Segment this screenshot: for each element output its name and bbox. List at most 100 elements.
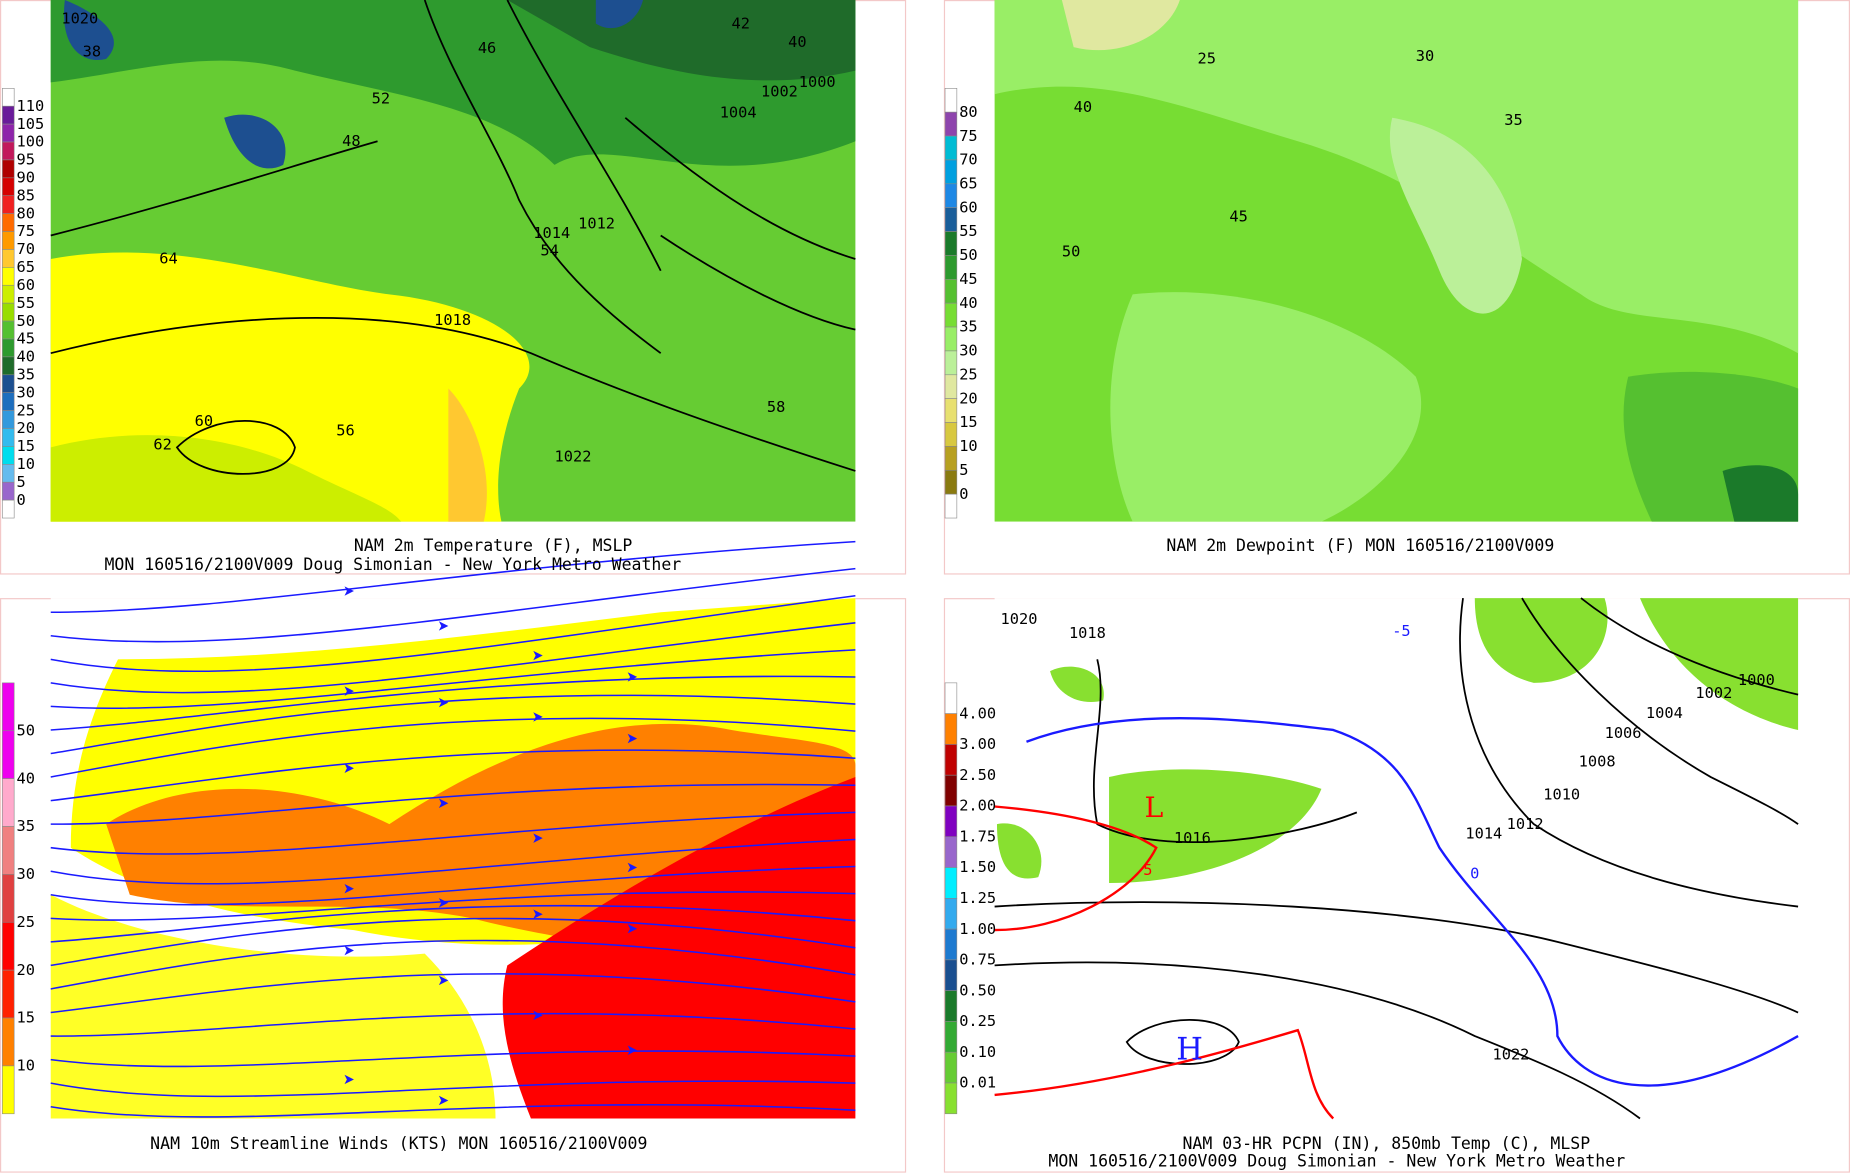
colorbar-label: 35	[959, 318, 977, 336]
colorbar-label: 30	[17, 383, 35, 401]
contour-label: 1000	[1738, 671, 1775, 689]
contour-label: 45	[1229, 207, 1247, 225]
colorbar-swatch	[944, 836, 958, 868]
colorbar-swatch	[944, 744, 958, 776]
contour-label: 1012	[1507, 815, 1544, 833]
colorbar-swatch	[2, 249, 15, 268]
contour-label: 1020	[61, 10, 98, 28]
contour-label: 1022	[1493, 1046, 1530, 1064]
colorbar-swatch	[944, 374, 958, 399]
colorbar-swatch	[944, 990, 958, 1022]
streamline-arrow	[533, 1010, 543, 1021]
colorbar-swatch	[2, 410, 15, 429]
colorbar-swatch	[2, 499, 15, 519]
streamline-arrow	[344, 883, 354, 894]
colorbar-swatch	[944, 898, 958, 930]
streamline-arrow	[627, 862, 638, 873]
colorbar-label: 25	[17, 913, 35, 931]
caption: NAM 03-HR PCPN (IN), 850mb Temp (C), MLS…	[1182, 1134, 1590, 1153]
colorbar-swatch	[944, 493, 958, 519]
contour-label: 64	[159, 250, 177, 268]
caption: NAM 10m Streamline Winds (KTS) MON 16051…	[150, 1134, 647, 1153]
contour-label: 1018	[434, 311, 471, 329]
colorbar-swatch	[2, 141, 15, 161]
colorbar-cap	[944, 88, 958, 113]
colorbar-label: 0.50	[959, 981, 996, 999]
colorbar-label: 95	[17, 151, 35, 169]
colorbar-swatch	[944, 255, 958, 280]
colorbar-label: 5	[17, 473, 26, 491]
colorbar-label: 5	[959, 461, 968, 479]
streamline-arrow	[438, 697, 449, 708]
colorbar-label: 40	[959, 294, 977, 312]
colorbar-label: 100	[17, 133, 45, 151]
colorbar-swatch	[2, 446, 15, 465]
caption: NAM 2m Dewpoint (F) MON 160516/2100V009	[1166, 536, 1554, 555]
streamline	[50, 540, 856, 613]
colorbar-label: 55	[17, 294, 35, 312]
colorbar-label: 1.75	[959, 827, 996, 845]
streamline-arrow	[344, 1074, 354, 1085]
contour-label: 0	[1470, 864, 1479, 882]
colorbar-label: 75	[959, 127, 977, 145]
colorbar-label: 0	[17, 491, 26, 509]
streamline-arrow	[438, 798, 449, 808]
colorbar-label: 15	[17, 437, 35, 455]
caption: NAM 2m Temperature (F), MSLP	[354, 536, 633, 555]
colorbar-swatch	[944, 326, 958, 352]
colorbar-label: 10	[959, 437, 977, 455]
colorbar-swatch	[944, 774, 958, 807]
colorbar-label: 0.01	[959, 1074, 996, 1092]
colorbar-label: 20	[17, 961, 35, 979]
colorbar-label: 1.25	[959, 889, 996, 907]
streamline-arrow	[533, 650, 543, 661]
streamline	[50, 838, 856, 885]
streamline-arrow	[438, 621, 449, 631]
colorbar-label: 45	[959, 270, 977, 288]
colorbar-label: 2.00	[959, 797, 996, 815]
streamline-arrow	[438, 1095, 449, 1106]
streamline	[50, 717, 856, 778]
colorbar-label: 80	[959, 103, 977, 121]
colorbar-swatch	[2, 231, 15, 250]
streamline	[50, 904, 856, 943]
contour-label: 1018	[1069, 624, 1106, 642]
colorbar-label: 70	[17, 240, 35, 258]
colorbar-label: 0	[959, 485, 968, 503]
contour-label: 50	[1062, 243, 1080, 261]
streamline	[50, 865, 856, 906]
contour-label: 1014	[533, 224, 570, 242]
streamline	[50, 939, 856, 990]
colorbar-label: 0.75	[959, 951, 996, 969]
colorbar-label: 75	[17, 222, 35, 240]
colorbar-swatch	[2, 356, 15, 376]
colorbar-label: 50	[17, 721, 35, 739]
streamline	[50, 622, 856, 694]
colorbar-label: 25	[17, 401, 35, 419]
colorbar-swatch	[2, 778, 15, 827]
contour-label: 25	[1198, 50, 1216, 68]
colorbar-swatch	[944, 279, 958, 304]
colorbar-label: 40	[17, 348, 35, 366]
colorbar-swatch	[2, 481, 15, 501]
colorbar-cap	[2, 682, 15, 732]
wind-map	[50, 540, 856, 1119]
colorbar-swatch	[944, 422, 958, 447]
contour-label: 1014	[1465, 824, 1502, 842]
streamline-arrow	[438, 975, 449, 986]
streamline	[50, 675, 856, 731]
colorbar-swatch	[944, 1021, 958, 1053]
contour-label: 1004	[1646, 704, 1683, 722]
colorbar-swatch	[2, 921, 15, 971]
colorbar-label: 15	[17, 1009, 35, 1027]
colorbar-label: 20	[959, 389, 977, 407]
colorbar-label: 50	[17, 312, 35, 330]
colorbar-label: 1.50	[959, 858, 996, 876]
colorbar-swatch	[2, 213, 15, 232]
streamline	[50, 567, 856, 643]
streamline	[50, 1012, 856, 1037]
contour-label: 1022	[555, 448, 592, 466]
colorbar-swatch	[944, 1082, 958, 1115]
colorbar-swatch	[944, 959, 958, 991]
colorbar-label: 60	[17, 276, 35, 294]
